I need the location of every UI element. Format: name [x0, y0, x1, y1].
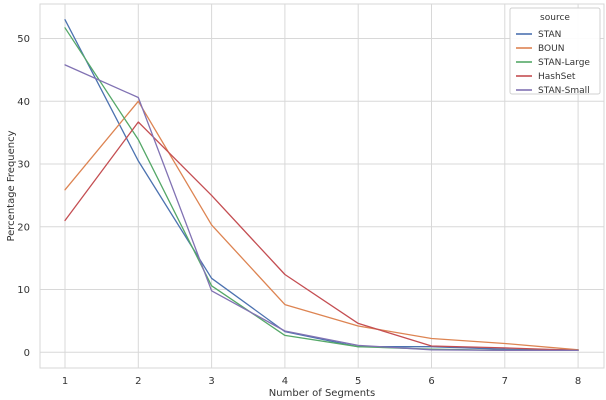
y-tick-label: 50 — [17, 34, 30, 45]
y-tick-label: 30 — [17, 160, 30, 171]
series-line-stan — [64, 19, 579, 351]
y-tick-label: 20 — [17, 222, 30, 233]
x-tick-label: 6 — [428, 376, 434, 387]
series-line-stan-small — [64, 64, 579, 352]
y-tick-label: 10 — [17, 285, 30, 296]
x-tick-label: 7 — [502, 376, 508, 387]
legend-item-label: BOUN — [538, 44, 564, 54]
x-tick-label: 2 — [135, 376, 141, 387]
series-line-boun — [64, 100, 579, 351]
y-tick-label: 0 — [24, 348, 30, 359]
x-tick-label: 8 — [575, 376, 581, 387]
y-tick-label: 40 — [17, 97, 30, 108]
legend-item-label: STAN — [538, 30, 561, 40]
x-tick-label: 3 — [208, 376, 214, 387]
tick-labels: 0 10 20 30 40 50 1 2 3 4 5 6 7 8 — [17, 34, 581, 387]
legend-item-label: STAN-Small — [538, 86, 590, 96]
legend: source STAN BOUN STAN-Large HashSet STAN-Sma… — [509, 7, 601, 96]
x-tick-label: 1 — [62, 376, 68, 387]
legend-box — [509, 7, 601, 95]
x-axis-label: Number of Segments — [269, 388, 375, 399]
series-line-hashset — [64, 121, 579, 352]
legend-items: STAN BOUN STAN-Large HashSet STAN-Small — [516, 30, 590, 96]
legend-title: source — [540, 13, 570, 23]
x-tick-label: 4 — [282, 376, 288, 387]
x-tick-label: 5 — [355, 376, 361, 387]
y-axis-label: Percentage Frequency — [6, 130, 17, 241]
series-lines — [64, 19, 579, 352]
legend-item-label: HashSet — [538, 72, 576, 82]
legend-item-label: STAN-Large — [538, 58, 590, 68]
